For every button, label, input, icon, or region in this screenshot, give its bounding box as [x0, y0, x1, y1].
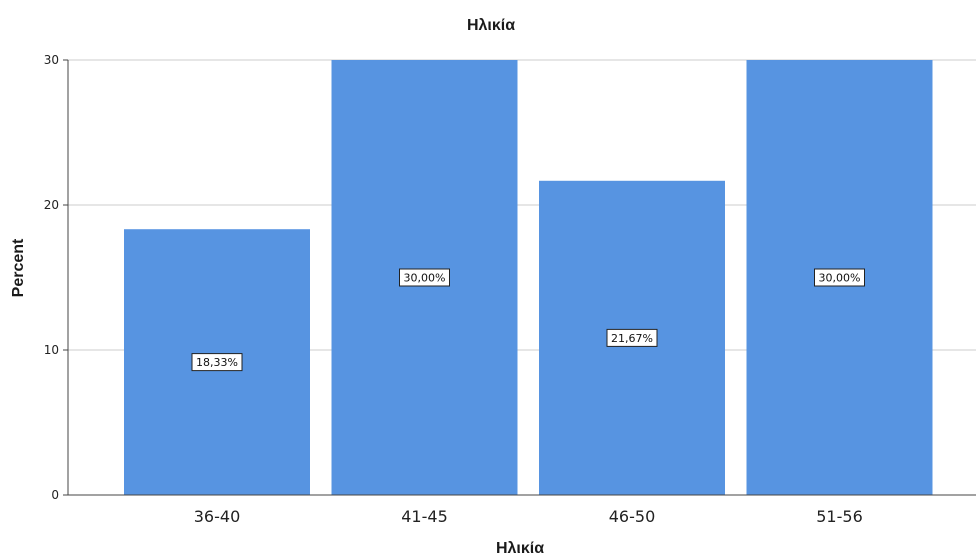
x-tick-label: 51-56	[816, 507, 863, 526]
chart-title: Ηλικία	[467, 17, 515, 34]
bars	[124, 60, 933, 495]
x-axis-label: Ηλικία	[496, 540, 544, 555]
data-label: 30,00%	[814, 268, 865, 287]
data-label: 21,67%	[606, 328, 658, 347]
y-tick-label: 10	[44, 343, 59, 357]
y-tick-label: 20	[44, 198, 59, 212]
x-tick-label: 46-50	[609, 507, 656, 526]
data-label-text: 30,00%	[404, 272, 446, 285]
data-labels: 18,33% 30,00% 21,67% 30,00%	[191, 268, 865, 372]
data-label: 30,00%	[399, 268, 450, 287]
x-tick-label: 41-45	[401, 507, 448, 526]
data-label-text: 30,00%	[819, 272, 861, 285]
data-label-box	[606, 328, 658, 347]
data-label-text: 21,67%	[611, 332, 653, 345]
data-label-box	[191, 353, 243, 372]
data-label: 18,33%	[191, 353, 243, 372]
y-tick-label: 30	[44, 53, 59, 67]
y-axis-label: Percent	[10, 238, 27, 297]
data-label-box	[814, 268, 865, 287]
y-ticks: 0 10 20 30	[44, 53, 68, 502]
x-tick-label: 36-40	[194, 507, 241, 526]
y-tick-label: 0	[51, 488, 59, 502]
data-label-box	[399, 268, 450, 287]
data-label-text: 18,33%	[196, 356, 238, 369]
x-ticks: 36-40 41-45 46-50 51-56	[194, 507, 863, 526]
